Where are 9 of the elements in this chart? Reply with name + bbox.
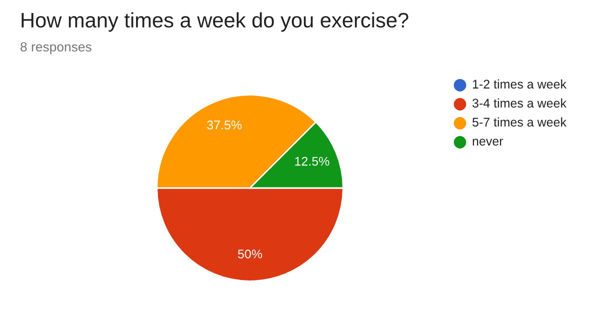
legend-label: 5-7 times a week: [472, 117, 566, 127]
legend-label: never: [472, 138, 504, 146]
data-label: 37.5%: [207, 120, 242, 130]
legend-label: 1-2 times a week: [472, 79, 566, 89]
data-label: 12.5%: [295, 156, 330, 166]
data-label: 50%: [238, 250, 262, 258]
chart-subtitle: 8 responses: [20, 42, 92, 54]
legend-label: 3-4 times a week: [472, 98, 566, 108]
chart-title: How many times a week do you exercise?: [22, 12, 408, 32]
